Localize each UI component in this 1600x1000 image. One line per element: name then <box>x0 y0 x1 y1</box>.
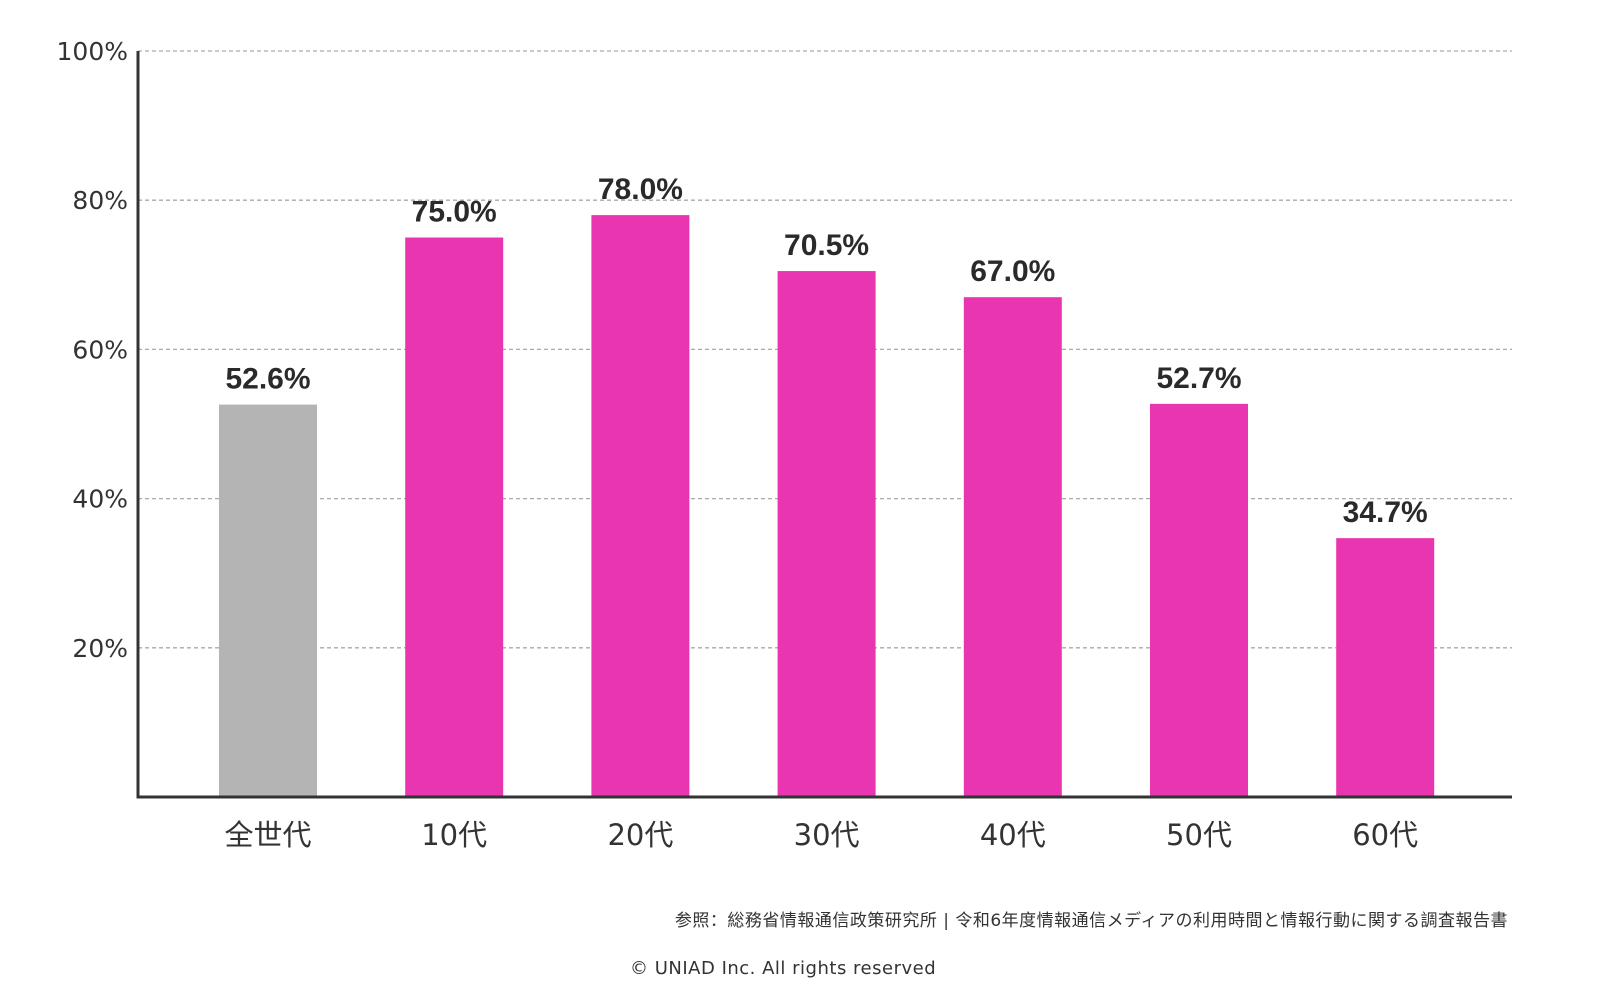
y-tick-label: 60% <box>72 335 128 364</box>
bar <box>777 271 876 797</box>
data-label: 67.0% <box>970 255 1055 288</box>
bar <box>219 404 317 797</box>
source-note: 参照：総務省情報通信政策研究所 | 令和6年度情報通信メディアの利用時間と情報行… <box>674 911 1508 931</box>
y-tick-label: 100% <box>57 37 128 66</box>
y-tick-label: 40% <box>72 485 128 514</box>
x-tick-label: 30代 <box>794 818 860 852</box>
copyright: © UNIAD Inc. All rights reserved <box>630 958 937 979</box>
x-tick-label: 40代 <box>980 818 1046 852</box>
bar <box>1150 403 1248 797</box>
data-label: 52.7% <box>1156 362 1241 395</box>
y-tick-label: 20% <box>72 634 128 663</box>
data-label: 52.6% <box>225 363 310 396</box>
data-label: 34.7% <box>1343 496 1428 529</box>
bar <box>963 297 1062 797</box>
x-tick-label: 60代 <box>1352 818 1418 852</box>
x-tick-label: 10代 <box>421 818 487 852</box>
bar <box>405 237 504 797</box>
bar <box>1336 538 1435 797</box>
data-label: 78.0% <box>598 173 683 206</box>
x-tick-label: 20代 <box>607 818 673 852</box>
data-label: 70.5% <box>784 229 869 262</box>
data-label: 75.0% <box>412 196 497 229</box>
x-tick-label: 50代 <box>1166 818 1232 852</box>
y-tick-label: 80% <box>72 186 128 215</box>
x-tick-label: 全世代 <box>224 818 311 852</box>
bar <box>591 215 690 797</box>
